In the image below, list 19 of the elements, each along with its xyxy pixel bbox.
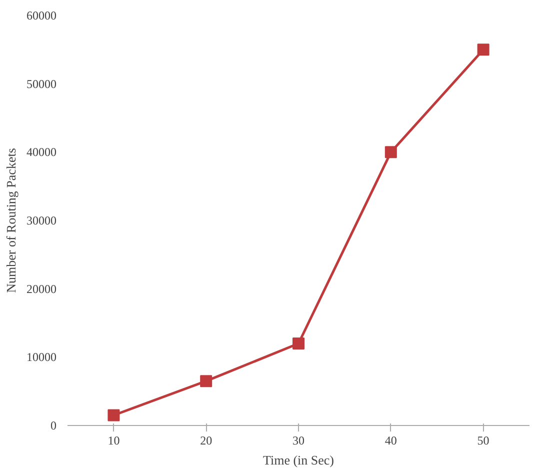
x-tick-label: 20	[200, 434, 212, 448]
y-tick-label: 60000	[26, 8, 56, 22]
y-tick-label: 40000	[26, 145, 56, 160]
point	[384, 146, 397, 158]
point	[108, 409, 120, 422]
x-tick-label: 40	[384, 434, 397, 448]
x-tick-label: 50	[477, 434, 490, 448]
y-tick-label: 10000	[26, 350, 56, 364]
y-axis-title: Number of Routing Packets	[4, 148, 18, 293]
y-tick-label: 0	[50, 418, 56, 432]
y-tick-label: 50000	[26, 76, 56, 91]
point	[200, 375, 212, 388]
point	[292, 338, 304, 350]
y-tick-label: 30000	[26, 214, 56, 228]
y-tick-label: 20000	[26, 282, 56, 296]
x-tick-label: 10	[108, 434, 120, 448]
x-tick-label: 30	[292, 434, 304, 448]
point	[477, 44, 490, 56]
x-axis-title: Time (in Sec)	[262, 452, 334, 468]
